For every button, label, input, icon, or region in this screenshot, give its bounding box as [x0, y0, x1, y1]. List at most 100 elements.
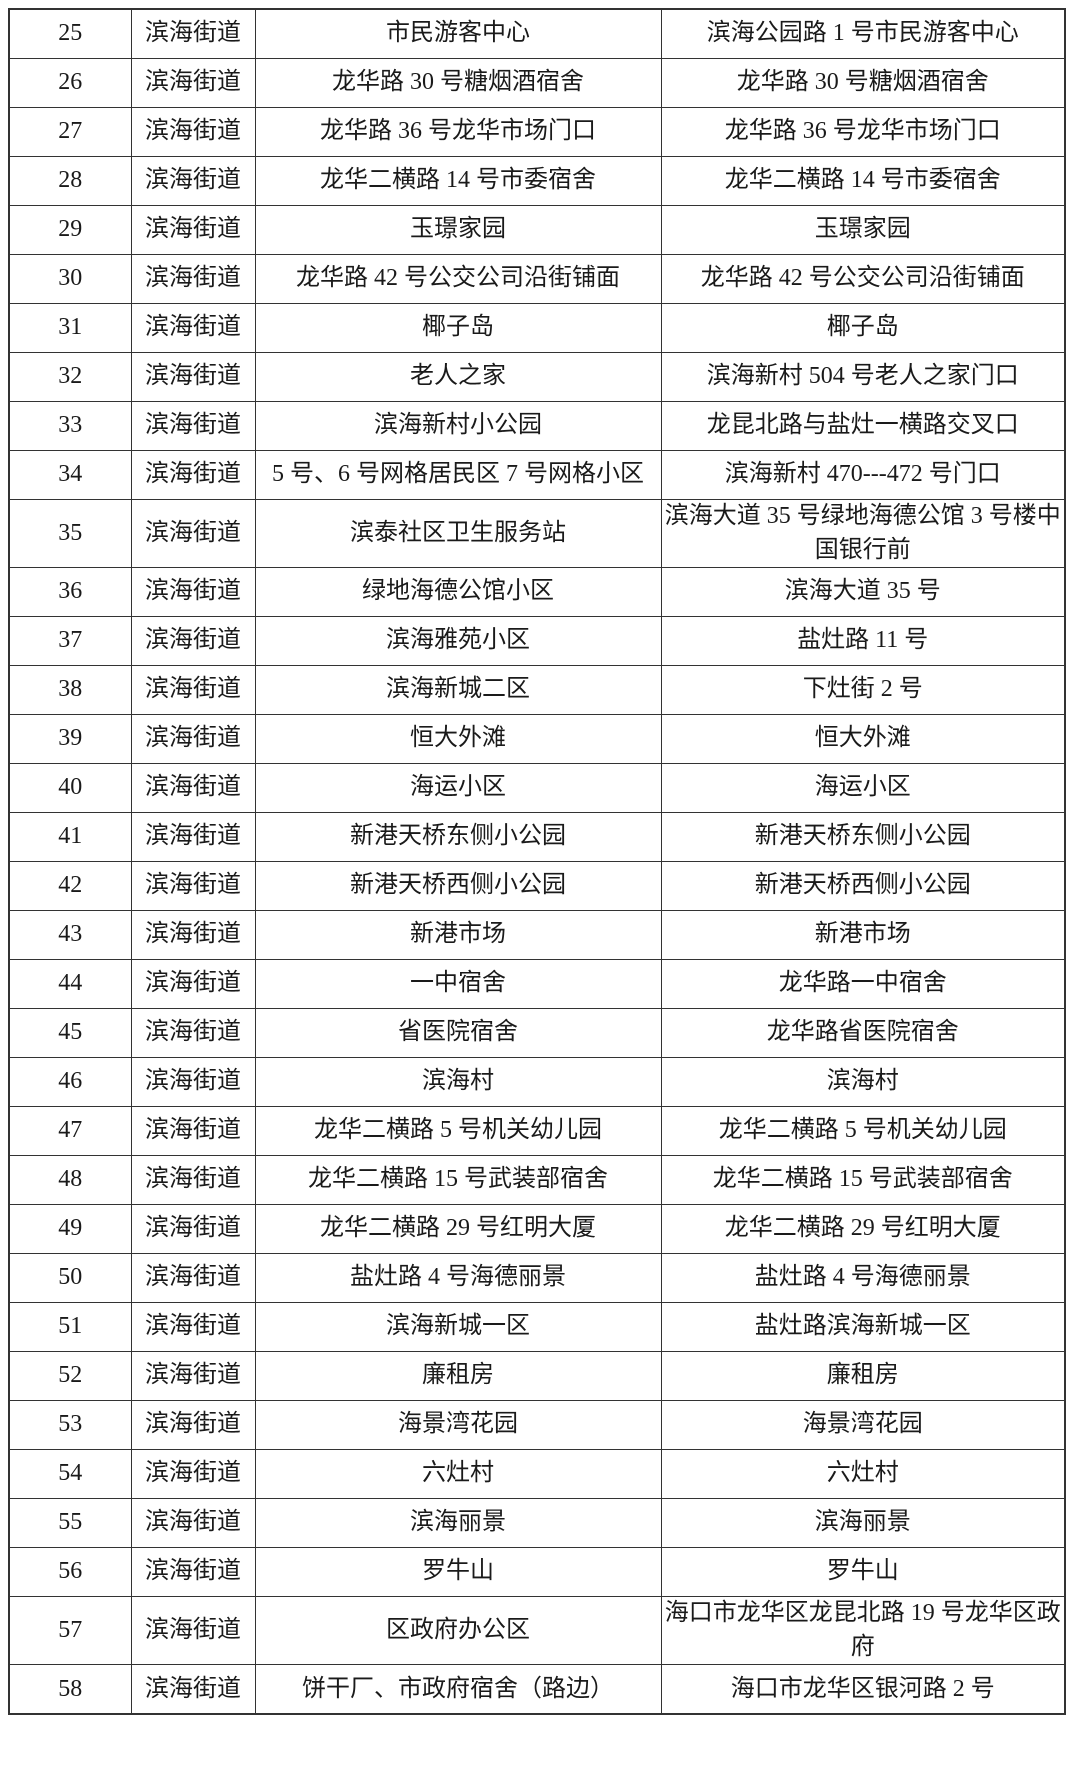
address-cell: 龙华路 30 号糖烟酒宿舍 — [660, 58, 1066, 108]
street-cell: 滨海街道 — [130, 498, 256, 569]
table-row: 31 滨海街道 椰子岛 椰子岛 — [8, 303, 1066, 353]
address-cell: 滨海新村 504 号老人之家门口 — [660, 352, 1066, 402]
street-cell: 滨海街道 — [130, 205, 256, 255]
row-number-cell: 28 — [8, 156, 132, 206]
row-number-cell: 38 — [8, 665, 132, 716]
site-name-cell: 新港天桥西侧小公园 — [254, 861, 662, 912]
site-name-cell: 滨海雅苑小区 — [254, 616, 662, 667]
table-row: 26 滨海街道 龙华路 30 号糖烟酒宿舍 龙华路 30 号糖烟酒宿舍 — [8, 58, 1066, 108]
site-name-cell: 椰子岛 — [254, 303, 662, 353]
street-cell: 滨海街道 — [130, 959, 256, 1010]
site-name-cell: 廉租房 — [254, 1351, 662, 1402]
table-row: 32 滨海街道 老人之家 滨海新村 504 号老人之家门口 — [8, 352, 1066, 402]
address-cell: 龙华二横路 14 号市委宿舍 — [660, 156, 1066, 206]
table-row: 33 滨海街道 滨海新村小公园 龙昆北路与盐灶一横路交叉口 — [8, 401, 1066, 451]
row-number-cell: 32 — [8, 352, 132, 402]
table-row: 53 滨海街道 海景湾花园 海景湾花园 — [8, 1400, 1066, 1451]
site-name-cell: 新港市场 — [254, 910, 662, 961]
address-cell: 滨海丽景 — [660, 1498, 1066, 1549]
row-number-cell: 55 — [8, 1498, 132, 1549]
street-cell: 滨海街道 — [130, 401, 256, 451]
table-row: 30 滨海街道 龙华路 42 号公交公司沿街铺面 龙华路 42 号公交公司沿街铺面 — [8, 254, 1066, 304]
row-number-cell: 31 — [8, 303, 132, 353]
street-cell: 滨海街道 — [130, 1596, 256, 1666]
row-number-cell: 51 — [8, 1302, 132, 1353]
address-cell: 罗牛山 — [660, 1547, 1066, 1598]
address-cell: 廉租房 — [660, 1351, 1066, 1402]
table-row: 42 滨海街道 新港天桥西侧小公园 新港天桥西侧小公园 — [8, 861, 1066, 912]
street-cell: 滨海街道 — [130, 567, 256, 618]
address-cell: 下灶街 2 号 — [660, 665, 1066, 716]
table-row: 54 滨海街道 六灶村 六灶村 — [8, 1449, 1066, 1500]
row-number-cell: 33 — [8, 401, 132, 451]
street-cell: 滨海街道 — [130, 665, 256, 716]
address-cell: 新港市场 — [660, 910, 1066, 961]
table-row: 55 滨海街道 滨海丽景 滨海丽景 — [8, 1498, 1066, 1549]
address-cell: 龙昆北路与盐灶一横路交叉口 — [660, 401, 1066, 451]
street-cell: 滨海街道 — [130, 107, 256, 157]
table-row: 39 滨海街道 恒大外滩 恒大外滩 — [8, 714, 1066, 765]
site-name-cell: 绿地海德公馆小区 — [254, 567, 662, 618]
table-row: 41 滨海街道 新港天桥东侧小公园 新港天桥东侧小公园 — [8, 812, 1066, 863]
site-name-cell: 老人之家 — [254, 352, 662, 402]
address-cell: 海口市龙华区银河路 2 号 — [660, 1664, 1066, 1715]
row-number-cell: 27 — [8, 107, 132, 157]
table-row: 43 滨海街道 新港市场 新港市场 — [8, 910, 1066, 961]
address-cell: 龙华二横路 15 号武装部宿舍 — [660, 1155, 1066, 1206]
street-cell: 滨海街道 — [130, 616, 256, 667]
row-number-cell: 39 — [8, 714, 132, 765]
site-name-cell: 海景湾花园 — [254, 1400, 662, 1451]
address-cell: 新港天桥东侧小公园 — [660, 812, 1066, 863]
document-page: 25 滨海街道 市民游客中心 滨海公园路 1 号市民游客中心 26 滨海街道 龙华路 30 … — [8, 8, 1066, 1716]
site-name-cell: 滨海新城一区 — [254, 1302, 662, 1353]
row-number-cell: 43 — [8, 910, 132, 961]
site-name-cell: 滨海新村小公园 — [254, 401, 662, 451]
street-cell: 滨海街道 — [130, 8, 256, 59]
row-number-cell: 41 — [8, 812, 132, 863]
row-number-cell: 56 — [8, 1547, 132, 1598]
row-number-cell: 49 — [8, 1204, 132, 1255]
row-number-cell: 58 — [8, 1664, 132, 1715]
site-name-cell: 玉璟家园 — [254, 205, 662, 255]
address-cell: 龙华二横路 5 号机关幼儿园 — [660, 1106, 1066, 1157]
street-cell: 滨海街道 — [130, 156, 256, 206]
site-name-cell: 龙华二横路 29 号红明大厦 — [254, 1204, 662, 1255]
street-cell: 滨海街道 — [130, 1449, 256, 1500]
street-cell: 滨海街道 — [130, 763, 256, 814]
address-cell: 滨海大道 35 号绿地海德公馆 3 号楼中国银行前 — [660, 498, 1066, 569]
table-row: 29 滨海街道 玉璟家园 玉璟家园 — [8, 205, 1066, 255]
row-number-cell: 54 — [8, 1449, 132, 1500]
address-cell: 恒大外滩 — [660, 714, 1066, 765]
address-cell: 滨海公园路 1 号市民游客中心 — [660, 8, 1066, 59]
street-cell: 滨海街道 — [130, 1253, 256, 1304]
street-cell: 滨海街道 — [130, 812, 256, 863]
site-name-cell: 龙华路 42 号公交公司沿街铺面 — [254, 254, 662, 304]
row-number-cell: 53 — [8, 1400, 132, 1451]
table-row: 35 滨海街道 滨泰社区卫生服务站 滨海大道 35 号绿地海德公馆 3 号楼中国银行前 — [8, 498, 1066, 569]
row-number-cell: 45 — [8, 1008, 132, 1059]
site-name-cell: 滨泰社区卫生服务站 — [254, 498, 662, 569]
address-cell: 滨海村 — [660, 1057, 1066, 1108]
table-row: 58 滨海街道 饼干厂、市政府宿舍（路边） 海口市龙华区银河路 2 号 — [8, 1664, 1066, 1715]
table-row: 25 滨海街道 市民游客中心 滨海公园路 1 号市民游客中心 — [8, 8, 1066, 59]
street-cell: 滨海街道 — [130, 352, 256, 402]
address-cell: 盐灶路 4 号海德丽景 — [660, 1253, 1066, 1304]
table-row: 36 滨海街道 绿地海德公馆小区 滨海大道 35 号 — [8, 567, 1066, 618]
street-cell: 滨海街道 — [130, 1155, 256, 1206]
address-cell: 龙华路 36 号龙华市场门口 — [660, 107, 1066, 157]
table-row: 45 滨海街道 省医院宿舍 龙华路省医院宿舍 — [8, 1008, 1066, 1059]
table-row: 49 滨海街道 龙华二横路 29 号红明大厦 龙华二横路 29 号红明大厦 — [8, 1204, 1066, 1255]
table-row: 28 滨海街道 龙华二横路 14 号市委宿舍 龙华二横路 14 号市委宿舍 — [8, 156, 1066, 206]
address-cell: 龙华路 42 号公交公司沿街铺面 — [660, 254, 1066, 304]
site-name-cell: 恒大外滩 — [254, 714, 662, 765]
site-name-cell: 龙华路 30 号糖烟酒宿舍 — [254, 58, 662, 108]
address-cell: 海景湾花园 — [660, 1400, 1066, 1451]
address-cell: 盐灶路滨海新城一区 — [660, 1302, 1066, 1353]
row-number-cell: 34 — [8, 450, 132, 500]
site-name-cell: 区政府办公区 — [254, 1596, 662, 1666]
site-name-cell: 新港天桥东侧小公园 — [254, 812, 662, 863]
site-name-cell: 龙华二横路 15 号武装部宿舍 — [254, 1155, 662, 1206]
row-number-cell: 57 — [8, 1596, 132, 1666]
street-cell: 滨海街道 — [130, 1204, 256, 1255]
address-cell: 滨海大道 35 号 — [660, 567, 1066, 618]
